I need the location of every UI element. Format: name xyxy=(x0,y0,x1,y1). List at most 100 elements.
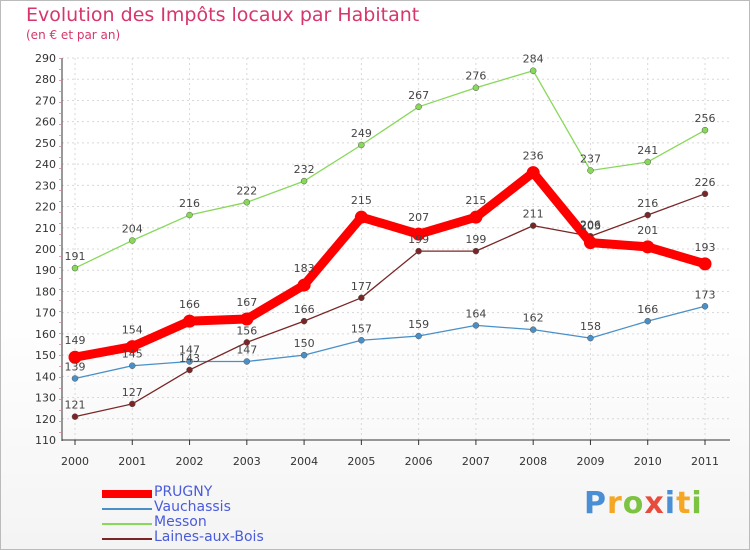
data-label: 215 xyxy=(351,194,372,207)
y-tick-label: 240 xyxy=(35,158,56,171)
x-tick-label: 2003 xyxy=(233,455,261,468)
data-point xyxy=(415,247,422,255)
data-label: 139 xyxy=(65,360,86,373)
legend-swatch xyxy=(102,490,152,498)
data-label: 173 xyxy=(695,288,716,301)
y-tick-label: 270 xyxy=(35,94,56,107)
data-label: 154 xyxy=(122,324,143,337)
data-label: 121 xyxy=(65,399,86,412)
data-label: 143 xyxy=(179,352,200,365)
x-tick-label: 2008 xyxy=(519,455,547,468)
data-label: 237 xyxy=(580,152,601,165)
data-point xyxy=(701,190,709,198)
x-tick-label: 2001 xyxy=(118,455,146,468)
x-tick-label: 2007 xyxy=(462,455,490,468)
data-label: 267 xyxy=(408,89,429,102)
data-point xyxy=(240,312,254,326)
data-point xyxy=(698,257,712,271)
data-label: 193 xyxy=(695,241,716,254)
x-tick-label: 2002 xyxy=(176,455,204,468)
logo-letter: i xyxy=(664,486,677,521)
series-line-messon xyxy=(74,70,706,269)
data-point xyxy=(644,317,651,325)
series-line-prugny xyxy=(70,168,710,362)
data-label: 183 xyxy=(294,262,315,275)
data-label: 149 xyxy=(65,334,86,347)
data-point xyxy=(186,211,193,219)
data-point xyxy=(300,351,308,359)
logo-letter: x xyxy=(644,486,665,521)
logo-letter: t xyxy=(676,486,692,521)
data-point xyxy=(415,332,422,340)
data-point xyxy=(129,362,136,369)
x-tick-label: 2010 xyxy=(634,455,662,468)
y-tick-label: 120 xyxy=(35,413,56,426)
data-label: 226 xyxy=(695,176,716,189)
y-tick-label: 200 xyxy=(35,243,56,256)
data-point xyxy=(358,337,365,344)
y-tick-label: 260 xyxy=(35,116,56,129)
data-point xyxy=(472,322,480,329)
data-point xyxy=(300,177,308,185)
data-label: 191 xyxy=(65,250,86,263)
data-point xyxy=(529,222,537,229)
data-point xyxy=(587,334,594,342)
data-label: 256 xyxy=(695,112,716,125)
data-point xyxy=(641,240,655,254)
legend-label: Laines-aux-Bois xyxy=(154,529,264,545)
data-point xyxy=(243,358,251,365)
data-point xyxy=(415,103,422,111)
y-tick-label: 160 xyxy=(35,328,56,341)
legend-swatch xyxy=(102,523,152,525)
legend-swatch xyxy=(102,538,152,540)
data-point xyxy=(300,317,308,325)
series-line-laines-aux-bois xyxy=(74,193,706,418)
data-label: 216 xyxy=(179,197,200,210)
data-label: 204 xyxy=(122,223,143,236)
y-tick-label: 170 xyxy=(35,307,56,320)
data-label: 164 xyxy=(465,307,486,320)
series-line-vauchassis xyxy=(74,305,706,380)
data-point xyxy=(68,350,82,364)
x-tick-label: 2011 xyxy=(691,455,719,468)
data-point xyxy=(243,339,251,346)
data-point xyxy=(186,358,193,365)
data-label: 162 xyxy=(523,312,544,325)
y-tick-label: 250 xyxy=(35,137,56,150)
data-label: 147 xyxy=(179,343,200,356)
data-point xyxy=(358,294,365,302)
data-label: 207 xyxy=(408,211,429,224)
data-point xyxy=(644,211,651,219)
y-tick-label: 210 xyxy=(35,222,56,235)
x-tick-label: 2006 xyxy=(405,455,433,468)
data-label: 222 xyxy=(236,184,257,197)
data-label: 199 xyxy=(408,233,429,246)
data-point xyxy=(243,199,251,206)
logo-letter: i xyxy=(691,486,703,521)
data-label: 157 xyxy=(351,322,372,335)
data-point xyxy=(644,158,651,166)
proxiti-logo: Proxiti xyxy=(584,486,703,521)
data-label: 167 xyxy=(236,296,257,309)
x-tick-label: 2004 xyxy=(290,455,318,468)
data-label: 177 xyxy=(351,280,372,293)
data-label: 216 xyxy=(637,197,658,210)
logo-letter: r xyxy=(607,486,623,521)
y-tick-label: 130 xyxy=(35,392,56,405)
legend-label: Vauchassis xyxy=(154,499,231,515)
data-label: 145 xyxy=(122,348,143,361)
data-point xyxy=(701,126,709,134)
data-point xyxy=(526,166,540,180)
data-label: 201 xyxy=(637,224,658,237)
data-point xyxy=(71,375,79,382)
data-point xyxy=(701,303,709,310)
data-label: 166 xyxy=(637,303,658,316)
x-tick-label: 2005 xyxy=(347,455,375,468)
y-tick-label: 110 xyxy=(35,434,56,447)
y-tick-label: 150 xyxy=(35,349,56,362)
data-point xyxy=(583,236,597,250)
legend-swatch xyxy=(102,508,152,510)
data-point xyxy=(71,413,79,420)
x-tick-label: 2009 xyxy=(576,455,604,468)
